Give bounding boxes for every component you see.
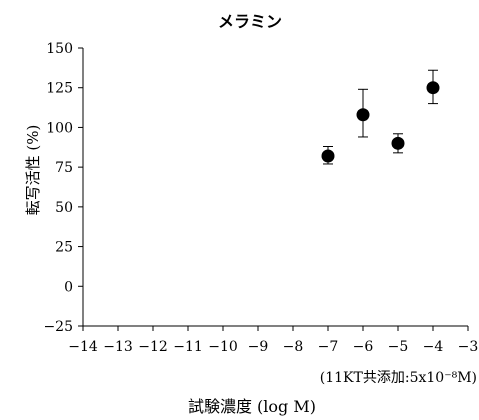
x-tick-label: −11 xyxy=(173,339,203,355)
y-tick-label: 75 xyxy=(55,160,73,176)
y-tick-label: 50 xyxy=(55,200,73,216)
x-tick-label: −9 xyxy=(248,339,269,355)
data-point xyxy=(391,136,405,150)
data-point xyxy=(356,108,370,122)
x-tick-label: −4 xyxy=(423,339,444,355)
x-tick-label: −6 xyxy=(353,339,374,355)
data-point xyxy=(426,81,440,95)
error-bars xyxy=(323,69,438,165)
x-tick-label: −7 xyxy=(318,339,339,355)
y-tick-label: 25 xyxy=(55,240,73,256)
y-tick-label: 0 xyxy=(64,279,73,295)
x-axis-label: 試験濃度 (log M) xyxy=(188,397,316,416)
x-tick-label: −14 xyxy=(68,339,98,355)
x-tick-label: −5 xyxy=(388,339,409,355)
axes: 150 125 100 75 50 25 0 −25 −14 −13 −12 −11 −10 −9 −8 −7… xyxy=(43,41,478,355)
y-axis-label: 転写活性 (%) xyxy=(24,125,42,216)
x-tick-label: −8 xyxy=(283,339,304,355)
x-tick-label: −3 xyxy=(458,339,479,355)
y-tick-label: 100 xyxy=(46,120,73,136)
data-point xyxy=(321,149,335,163)
y-tick-label: 125 xyxy=(46,81,73,97)
x-tick-label: −12 xyxy=(138,339,168,355)
chart-title: メラミン xyxy=(218,12,282,31)
annotation-note: (11KT共添加:5x10⁻⁸M) xyxy=(320,370,477,386)
x-tick-label: −13 xyxy=(103,339,133,355)
data-points xyxy=(321,81,440,163)
y-tick-label: −25 xyxy=(43,319,73,335)
y-tick-label: 150 xyxy=(46,41,73,57)
x-tick-label: −10 xyxy=(208,339,238,355)
